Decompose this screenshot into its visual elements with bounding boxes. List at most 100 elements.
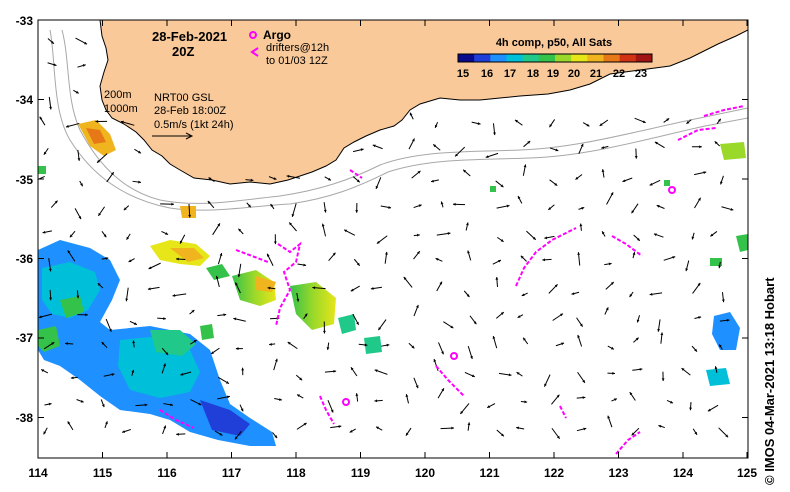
current-vector-head xyxy=(238,228,242,232)
colorbar-swatch xyxy=(522,54,540,62)
current-vector-head xyxy=(669,400,673,404)
argo-legend-icon xyxy=(249,31,257,39)
current-vector-head xyxy=(583,427,587,431)
current-vector-field xyxy=(38,37,734,440)
current-vector-head xyxy=(495,277,499,280)
current-vector-head xyxy=(542,258,546,262)
y-axis-labels: -33 -34 -35 -36 -37 -38 xyxy=(16,14,34,425)
bathy-1000m-contour xyxy=(49,29,748,211)
current-vector-head xyxy=(198,402,202,406)
current-vector-head xyxy=(698,316,702,319)
current-vector-head xyxy=(270,203,274,207)
current-vector-head xyxy=(477,122,481,125)
current-vector-head xyxy=(661,378,665,382)
current-vector-head xyxy=(470,356,473,359)
x-tick-120: 120 xyxy=(415,466,435,480)
current-vector-head xyxy=(51,342,55,345)
current-vector-head xyxy=(467,422,471,426)
colorbar-tick-15: 15 xyxy=(457,68,469,80)
current-vector-head xyxy=(656,205,660,208)
colorbar-swatch xyxy=(538,54,556,62)
current-vector-head xyxy=(440,201,444,205)
current-vector-head xyxy=(350,367,354,371)
current-vector-head xyxy=(223,313,227,317)
x-tick-119: 119 xyxy=(351,466,371,480)
current-vector-head xyxy=(415,304,419,308)
current-vector-head xyxy=(388,205,392,209)
current-vector-head xyxy=(649,292,653,296)
current-vector-head xyxy=(605,307,609,311)
colorbar-swatch xyxy=(571,54,588,62)
current-vector-head xyxy=(109,328,112,332)
current-vector-head xyxy=(649,182,653,186)
current-vector-head xyxy=(180,372,184,376)
current-vector-head xyxy=(132,340,136,344)
argo-legend: Argo drifters@12h to 01/03 12Z xyxy=(249,28,329,67)
current-vector-head xyxy=(523,337,526,341)
current-vector-head xyxy=(411,345,415,349)
current-vector-head xyxy=(269,342,272,346)
x-tick-117: 117 xyxy=(222,466,242,480)
current-vector-head xyxy=(717,118,721,122)
current-vector-head xyxy=(575,176,579,180)
current-vector-head xyxy=(147,287,151,291)
current-vector-head xyxy=(544,236,548,240)
current-vector-head xyxy=(639,367,643,371)
current-vector-head xyxy=(299,377,303,381)
current-vector-head xyxy=(237,274,241,278)
current-vector-head xyxy=(273,177,277,180)
current-vector-head xyxy=(471,374,475,378)
current-vector-head xyxy=(622,179,626,183)
current-vector-head xyxy=(450,325,454,329)
current-vector-head xyxy=(267,253,270,257)
current-vector-head xyxy=(274,435,278,439)
sst-patch-shelf xyxy=(38,120,670,218)
current-vector-head xyxy=(689,407,693,411)
current-vector-head xyxy=(297,394,301,398)
current-vector-head xyxy=(188,214,192,218)
argo-floats xyxy=(342,186,676,406)
current-vector-head xyxy=(686,120,690,124)
current-vector-head xyxy=(579,223,583,227)
current-vector-head xyxy=(376,426,380,430)
drifter-legend-icon xyxy=(250,47,259,57)
current-vector-head xyxy=(330,409,334,413)
current-vector-head xyxy=(610,192,614,196)
current-vector-head xyxy=(82,64,86,67)
current-vector-head xyxy=(77,158,81,161)
current-vector-head xyxy=(465,222,469,226)
current-vector-head xyxy=(548,207,552,210)
current-vector-head xyxy=(247,204,251,208)
current-vector-head xyxy=(409,112,413,116)
current-vector-head xyxy=(416,233,420,237)
current-vector-head xyxy=(356,179,360,183)
current-vector-head xyxy=(561,342,565,346)
current-vector-head xyxy=(165,232,169,235)
current-vector-head xyxy=(227,395,230,399)
current-vector-head xyxy=(97,283,101,287)
current-vector-head xyxy=(163,425,167,429)
current-vector-head xyxy=(441,351,444,355)
x-tick-118: 118 xyxy=(286,466,306,480)
x-tick-114: 114 xyxy=(28,466,48,480)
current-vector-head xyxy=(463,169,467,173)
current-vector-head xyxy=(721,299,725,303)
current-vector-head xyxy=(521,293,525,296)
current-vector-head xyxy=(111,373,115,376)
current-vector-head xyxy=(725,434,729,438)
current-vector-head xyxy=(516,426,520,430)
current-vector-head xyxy=(219,253,223,256)
current-vector-head xyxy=(210,351,214,354)
current-vector-head xyxy=(694,348,698,352)
current-vector-head xyxy=(360,148,364,152)
current-vector-head xyxy=(80,183,83,187)
current-vector-head xyxy=(613,398,617,402)
colorbar-swatch xyxy=(587,54,604,62)
current-vector-head xyxy=(506,204,510,208)
current-vector-head xyxy=(235,282,238,286)
current-vector-head xyxy=(523,164,527,168)
current-vector-head xyxy=(131,369,135,373)
current-vector-head xyxy=(48,402,52,406)
current-vector-head xyxy=(322,330,326,334)
scale-label: 0.5m/s (1kt 24h) xyxy=(154,119,233,131)
